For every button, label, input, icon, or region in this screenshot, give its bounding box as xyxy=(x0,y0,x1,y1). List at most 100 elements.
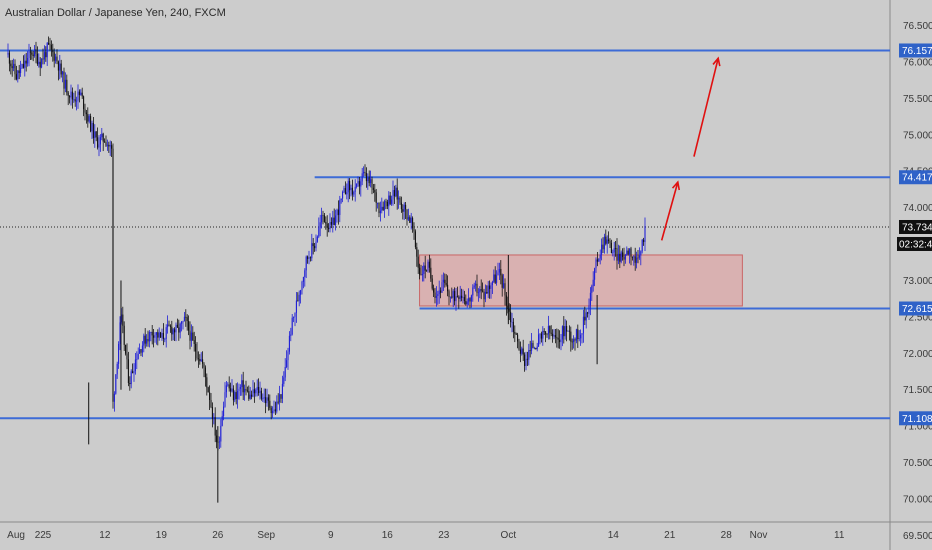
candle-body xyxy=(90,116,92,132)
candle-body xyxy=(330,222,332,225)
candle-body xyxy=(105,142,107,146)
candle-body xyxy=(57,61,59,71)
candle-body xyxy=(615,248,617,249)
candle-body xyxy=(587,312,589,314)
candle-body xyxy=(440,290,442,293)
candle-body xyxy=(28,51,30,58)
candle-body xyxy=(218,441,220,443)
candle-body xyxy=(580,334,582,339)
candle-body xyxy=(598,258,600,262)
candle-body xyxy=(367,177,369,182)
candle-body xyxy=(161,332,163,338)
candle-body xyxy=(20,68,22,74)
candle-body xyxy=(365,173,367,182)
candle-body xyxy=(521,348,523,354)
candle-body xyxy=(354,186,356,192)
candle-body xyxy=(179,323,181,333)
candle-body xyxy=(137,353,139,360)
candle-body xyxy=(228,384,230,389)
level-badge xyxy=(899,411,932,426)
candle-body xyxy=(134,359,136,372)
candle-body xyxy=(472,287,474,296)
candle-body xyxy=(477,292,479,294)
candle-body xyxy=(41,58,43,68)
candle-body xyxy=(164,338,166,340)
candle-body xyxy=(567,330,569,332)
candle-body xyxy=(370,179,372,184)
candle-body xyxy=(43,52,45,60)
candle-body xyxy=(407,217,409,220)
candle-body xyxy=(157,332,159,338)
candle-body xyxy=(613,248,615,253)
candle-body xyxy=(165,327,167,339)
candle-body xyxy=(190,332,192,341)
candle-body xyxy=(405,204,407,210)
candle-body xyxy=(277,401,279,403)
candle-body xyxy=(529,350,531,351)
candle-body xyxy=(80,92,82,95)
candle-body xyxy=(242,380,244,393)
x-tick-label: 12 xyxy=(99,530,111,541)
candle-body xyxy=(85,112,87,115)
candle-body xyxy=(624,254,626,260)
candle-body xyxy=(116,363,118,375)
candle-body xyxy=(319,222,321,228)
supply-demand-zone xyxy=(419,254,743,307)
candle-body xyxy=(616,248,618,261)
candle-body xyxy=(127,359,129,384)
y-tick-label: 74.000 xyxy=(903,203,932,214)
candle-body xyxy=(363,171,365,174)
candle-body xyxy=(371,179,373,188)
candle-body xyxy=(272,411,274,414)
candle-body xyxy=(561,326,563,340)
candle-body xyxy=(434,292,436,298)
candle-body xyxy=(549,326,551,333)
candle-body xyxy=(424,265,426,271)
candle-body xyxy=(118,344,120,364)
candle-body xyxy=(162,332,164,340)
candle-body xyxy=(153,335,155,338)
candle-body xyxy=(634,256,636,263)
candle-body xyxy=(11,66,13,69)
candle-body xyxy=(185,316,187,318)
x-tick-label: 28 xyxy=(721,530,733,541)
x-tick-label: Oct xyxy=(501,530,517,541)
candle-body xyxy=(280,394,282,399)
projection-arrow-line[interactable] xyxy=(660,181,679,241)
candle-body xyxy=(410,217,412,223)
x-tick-label: Nov xyxy=(750,530,768,541)
current-price-label: 73.734 xyxy=(902,222,932,233)
candle-body xyxy=(146,338,148,344)
countdown-badge xyxy=(897,236,932,251)
candle-body xyxy=(641,239,643,252)
candle-body xyxy=(186,317,188,322)
candle-body xyxy=(487,285,489,294)
countdown-label: 02:32:46 xyxy=(899,239,932,250)
candle-body xyxy=(497,272,499,276)
candle-body xyxy=(638,255,640,258)
candle-body xyxy=(564,326,566,337)
candle-body xyxy=(392,190,394,200)
candle-body xyxy=(84,109,86,113)
x-tick-label: 9 xyxy=(328,530,334,541)
candle-body xyxy=(172,329,174,335)
level-badge-label: 76.157 xyxy=(902,46,932,57)
candle-body xyxy=(136,359,138,361)
candle-body xyxy=(160,332,162,338)
level-badge-label: 71.108 xyxy=(902,414,932,425)
candle-body xyxy=(308,257,310,259)
candle-body xyxy=(207,387,209,393)
candle-body xyxy=(106,144,108,146)
candle-body xyxy=(227,384,229,386)
candle-body xyxy=(343,188,345,193)
candle-body xyxy=(406,209,408,220)
projection-arrow-head xyxy=(671,180,681,191)
candle-body xyxy=(94,131,96,138)
candle-body xyxy=(307,256,309,259)
candle-body xyxy=(606,239,608,244)
candle-body xyxy=(349,180,351,191)
candle-body xyxy=(15,74,17,80)
candle-body xyxy=(309,257,311,259)
projection-arrow-line[interactable] xyxy=(693,58,719,157)
candle-body xyxy=(223,406,225,417)
